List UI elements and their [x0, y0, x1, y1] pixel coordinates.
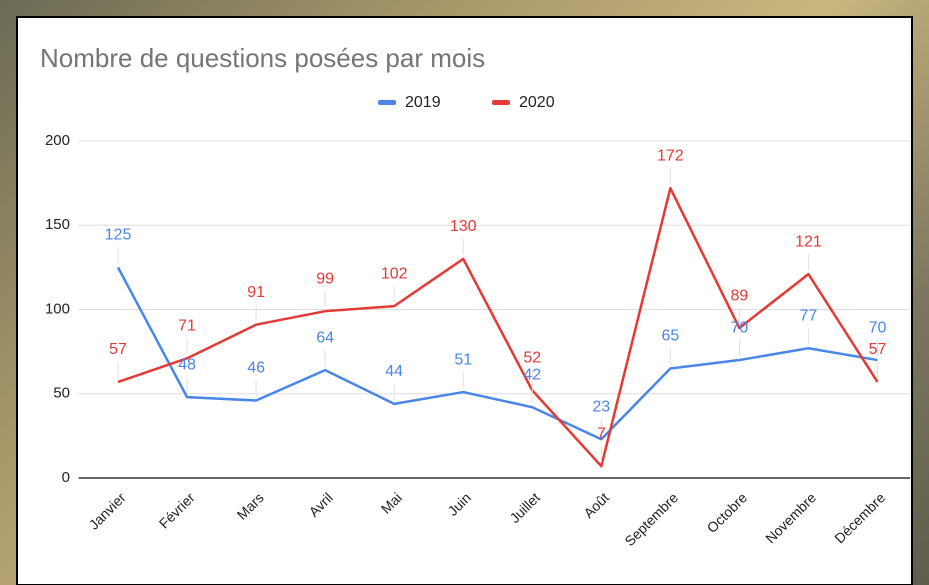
chart-title: Nombre de questions posées par mois: [40, 43, 485, 73]
data-label: 44: [385, 363, 403, 380]
data-label: 121: [795, 233, 822, 250]
data-label: 102: [381, 265, 408, 282]
y-tick-label: 200: [45, 132, 70, 149]
page: {"chart_data": {"type": "line", "title":…: [0, 0, 929, 585]
data-label: 52: [523, 350, 541, 367]
legend-swatch: [378, 100, 396, 105]
y-tick-label: 150: [45, 216, 70, 233]
data-label: 64: [316, 329, 334, 346]
data-label: 91: [247, 284, 265, 301]
data-label: 57: [869, 341, 887, 358]
data-label: 51: [454, 351, 472, 368]
data-label: 130: [450, 218, 477, 235]
data-label: 172: [657, 147, 684, 164]
legend-swatch: [492, 100, 510, 105]
data-label: 65: [661, 328, 679, 345]
legend-label: 2020: [519, 94, 555, 111]
data-label: 23: [592, 398, 610, 415]
data-label: 99: [316, 270, 334, 287]
chart: Nombre de questions posées par mois 0 50 1…: [0, 0, 929, 585]
data-label: 71: [178, 318, 196, 335]
data-label: 7: [597, 425, 606, 442]
data-label: 70: [869, 319, 887, 336]
data-label: 77: [800, 307, 818, 324]
y-tick-label: 0: [62, 469, 70, 486]
data-label: 48: [178, 356, 196, 373]
data-label: 57: [109, 341, 127, 358]
data-label: 89: [730, 287, 748, 304]
legend-label: 2019: [405, 94, 441, 111]
data-label: 125: [105, 227, 132, 244]
y-tick-label: 50: [53, 385, 70, 402]
y-tick-label: 100: [45, 300, 70, 317]
data-label: 46: [247, 360, 265, 377]
